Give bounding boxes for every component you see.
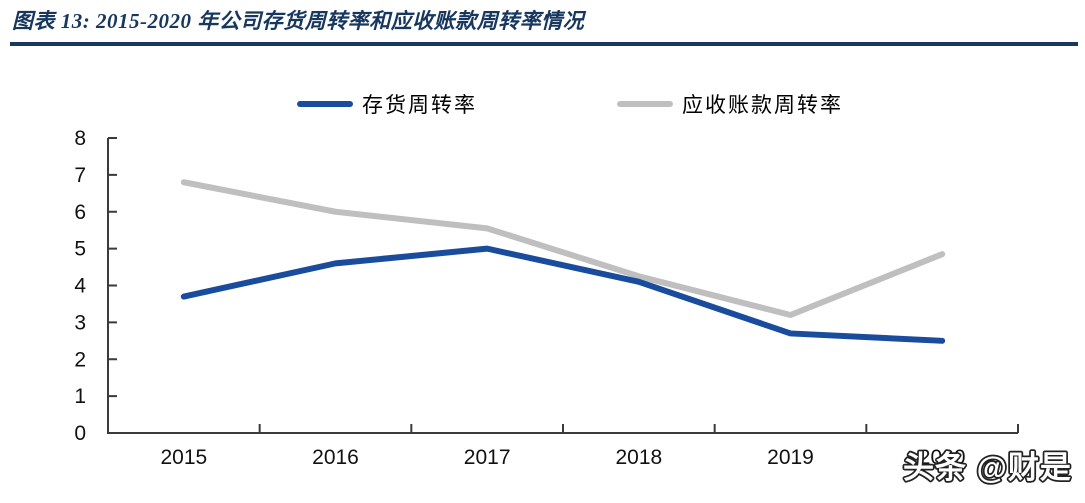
watermark: 头条 @财是	[901, 448, 1072, 487]
x-axis-tick-label: 2020	[919, 446, 966, 469]
series-line-0	[180, 245, 946, 344]
title-divider	[10, 42, 1078, 46]
legend-swatch-receivables-icon	[617, 101, 673, 107]
y-axis-tick-label: 2	[74, 348, 86, 371]
x-axis-tick-label: 2017	[464, 446, 511, 469]
legend-label-receivables-turnover: 应收账款周转率	[682, 93, 843, 117]
y-axis-tick-label: 3	[74, 311, 86, 334]
watermark-text: 头条 @财是	[903, 450, 1072, 485]
figure-title: 图表 13: 2015-2020 年公司存货周转率和应收账款周转率情况	[12, 9, 585, 33]
y-axis-tick-label: 4	[74, 275, 86, 298]
y-axis-tick-label: 6	[74, 201, 86, 224]
y-axis-tick-label: 0	[74, 422, 86, 445]
legend-label-inventory-turnover: 存货周转率	[362, 93, 477, 117]
legend-swatch-inventory-icon	[297, 101, 353, 107]
y-axis-tick-label: 5	[74, 238, 86, 261]
x-axis-tick-label: 2018	[615, 446, 662, 469]
series-line-1	[180, 179, 946, 318]
y-axis-tick-label: 7	[74, 164, 86, 187]
x-axis-tick-label: 2019	[767, 446, 814, 469]
x-axis-tick-label: 2016	[312, 446, 359, 469]
y-axis-tick-label: 1	[74, 385, 86, 408]
legend-item-inventory-turnover: 存货周转率	[297, 90, 477, 118]
legend-item-receivables-turnover: 应收账款周转率	[617, 90, 843, 118]
y-axis-tick-label: 8	[74, 127, 86, 150]
x-axis-tick-label: 2015	[160, 446, 207, 469]
